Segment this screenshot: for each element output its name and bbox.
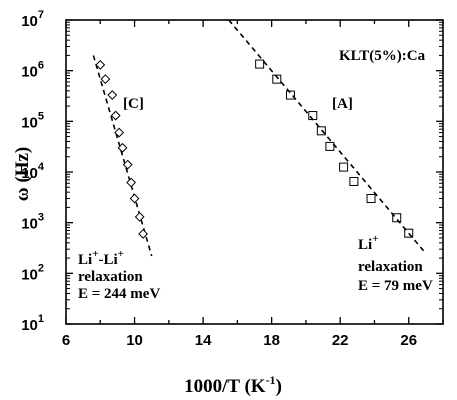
square-point [339, 162, 349, 172]
diamond-point [138, 228, 149, 239]
square-point [366, 193, 376, 203]
diamond-point [129, 193, 140, 204]
x-tick-label: 26 [400, 332, 417, 349]
square-point [349, 176, 359, 186]
diamond-point [126, 177, 137, 188]
y-axis-title: ω (Hz) [12, 147, 33, 202]
diamond-point [134, 211, 145, 222]
tick-labels: 6 10 14 18 22 26 101 102 103 104 105 106 107 [21, 9, 417, 349]
square-point [325, 141, 335, 151]
square-point [392, 213, 402, 223]
li-li-energy: E = 244 meV [78, 286, 160, 302]
x-tick-label: 22 [332, 332, 349, 349]
x-tick-label: 6 [62, 332, 70, 349]
diamond-point [100, 74, 111, 85]
li-li-label: Li+-Li+ [78, 248, 124, 268]
diamond-point [95, 59, 106, 70]
li-li-relaxation: relaxation [78, 269, 143, 285]
series-a-label: [A] [332, 96, 353, 112]
square-point [272, 74, 282, 84]
y-tick-label: 106 [21, 60, 44, 81]
li-label: Li+ [358, 233, 378, 253]
x-tick-label: 14 [195, 332, 212, 349]
fit-line-c [92, 55, 153, 257]
diamond-point [110, 110, 121, 121]
series-c-label: [C] [123, 96, 144, 112]
x-tick-label: 18 [263, 332, 280, 349]
diamond-point [122, 159, 133, 170]
diamond-point [117, 142, 128, 153]
square-point [255, 59, 265, 69]
li-relaxation: relaxation [358, 259, 423, 275]
y-tick-label: 103 [21, 212, 44, 233]
data-points [95, 59, 414, 239]
y-tick-label: 104 [21, 161, 45, 182]
x-axis-title: 1000/T (K-1) [184, 373, 282, 397]
x-tick-label: 10 [126, 332, 143, 349]
chart-title: KLT(5%):Ca [339, 48, 426, 64]
y-tick-label: 105 [21, 110, 44, 131]
diamond-point [114, 127, 125, 138]
fit-line-a [228, 19, 425, 252]
square-point [285, 90, 295, 100]
y-tick-label: 102 [21, 262, 44, 283]
square-point [316, 126, 326, 136]
fit-lines [92, 19, 425, 257]
li-energy: E = 79 meV [358, 278, 433, 294]
square-point [308, 111, 318, 121]
y-tick-label: 101 [21, 313, 44, 334]
diamond-point [107, 90, 118, 100]
axis-ticks [65, 19, 444, 325]
y-tick-label: 107 [21, 9, 44, 30]
square-point [404, 228, 414, 238]
